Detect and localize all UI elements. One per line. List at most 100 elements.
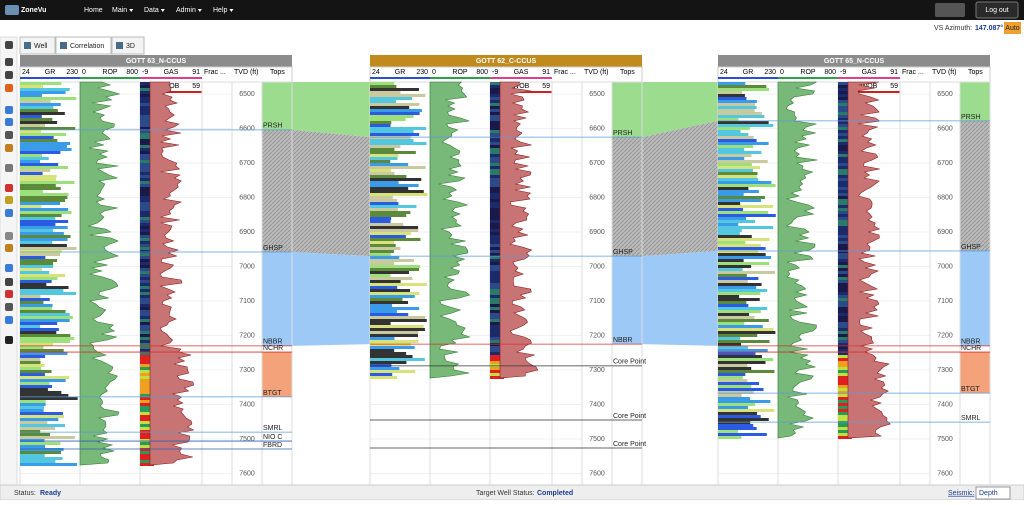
gr-fill	[718, 181, 772, 184]
tool-icon[interactable]	[5, 232, 13, 240]
gas-bg	[490, 127, 504, 130]
gas-bg	[490, 313, 504, 316]
gas-bg	[140, 400, 154, 403]
gr-fill	[718, 196, 766, 199]
gas-bg	[490, 214, 504, 217]
gr-fill	[370, 217, 392, 220]
tool-icon[interactable]	[5, 58, 13, 66]
depth-label: 7400	[937, 401, 953, 408]
tool-icon[interactable]	[5, 316, 13, 324]
tool-icon[interactable]	[5, 71, 13, 79]
menu-item[interactable]: Home	[84, 7, 103, 14]
depth-label: 7600	[239, 470, 255, 477]
tool-icon[interactable]	[5, 278, 13, 286]
gr-fill	[370, 157, 398, 160]
gr-fill	[370, 181, 399, 184]
tool-icon[interactable]	[5, 209, 13, 217]
tool-icon[interactable]	[5, 41, 13, 49]
gr-fill	[370, 268, 420, 271]
menu-item[interactable]: Main	[112, 7, 127, 14]
gr-fill	[20, 319, 70, 322]
tool-icon[interactable]	[5, 244, 13, 252]
gr-fill	[370, 142, 427, 145]
gas-bg	[838, 232, 852, 235]
gas-bg	[140, 109, 154, 112]
gr-fill	[20, 283, 47, 286]
tab-label[interactable]: 3D	[126, 43, 135, 50]
menu-item[interactable]: Admin	[176, 7, 196, 14]
tool-icon[interactable]	[5, 131, 13, 139]
tool-icon[interactable]	[5, 264, 13, 272]
tool-icon[interactable]	[5, 84, 13, 92]
tab-label[interactable]: Well	[34, 43, 48, 50]
gr-fill	[370, 193, 428, 196]
tool-icon[interactable]	[5, 336, 13, 344]
tab[interactable]	[19, 36, 56, 55]
gr-fill	[718, 430, 739, 433]
gr-fill	[718, 322, 745, 325]
depth-label: 6900	[589, 229, 605, 236]
gas-bg	[490, 238, 504, 241]
gas-bg	[140, 163, 154, 166]
gr-fill	[718, 307, 768, 310]
gas-bg	[838, 181, 852, 184]
gas-bg	[490, 163, 504, 166]
auto-badge[interactable]	[1004, 22, 1021, 34]
tab[interactable]	[111, 36, 145, 55]
gas-bg	[490, 157, 504, 160]
gr-fill	[20, 181, 75, 184]
gr-fill	[370, 355, 413, 358]
tool-icon[interactable]	[5, 144, 13, 152]
tab[interactable]	[55, 36, 112, 55]
menu-caret	[197, 9, 202, 12]
tool-icon[interactable]	[5, 184, 13, 192]
menu-item[interactable]: Data	[144, 7, 159, 14]
gr-fill	[20, 295, 41, 298]
gas-bg	[490, 286, 504, 289]
track-max: 800	[476, 69, 488, 76]
auto-label[interactable]: Auto	[1005, 25, 1020, 32]
gr-fill	[20, 316, 73, 319]
seismic-value[interactable]: Depth	[979, 490, 998, 497]
tool-icon[interactable]	[5, 196, 13, 204]
gr-fill	[370, 241, 395, 244]
gas-bg	[490, 292, 504, 295]
gas-bg	[140, 367, 154, 370]
zone-fill	[960, 120, 990, 251]
track-color-strip	[140, 91, 202, 93]
gas-bg	[140, 148, 154, 151]
gr-fill	[370, 130, 414, 133]
seismic-select[interactable]	[975, 486, 1011, 500]
gas-bg	[140, 154, 154, 157]
gas-bg	[140, 82, 154, 85]
tool-icon[interactable]	[5, 106, 13, 114]
tool-icon[interactable]	[5, 118, 13, 126]
frac-header: Frac ...	[204, 69, 226, 76]
gr-fill	[20, 280, 52, 283]
gr-fill	[370, 214, 407, 217]
menu-item[interactable]: Help	[213, 7, 228, 14]
tool-icon[interactable]	[5, 303, 13, 311]
gr-fill	[20, 313, 70, 316]
gr-fill	[718, 91, 743, 94]
depth-label: 6900	[239, 229, 255, 236]
seismic-label[interactable]: Seismic:	[948, 490, 975, 497]
tool-icon[interactable]	[5, 290, 13, 298]
user-button[interactable]	[935, 3, 965, 17]
gr-fill	[718, 187, 749, 190]
gr-fill	[20, 148, 72, 151]
tab-label[interactable]: Correlation	[70, 43, 104, 50]
gas-bg	[490, 115, 504, 118]
logout-button[interactable]	[975, 1, 1019, 19]
gr-fill	[370, 169, 392, 172]
gas-bg	[838, 217, 852, 220]
tool-icon[interactable]	[5, 164, 13, 172]
gr-fill	[20, 172, 43, 175]
gr-fill	[718, 85, 767, 88]
logout-label[interactable]: Log out	[985, 7, 1008, 14]
gas-bg	[140, 355, 154, 358]
gas-bg	[140, 208, 154, 211]
top-label: PRSH	[961, 114, 980, 121]
gas-bg	[838, 418, 852, 421]
well-name: GOTT 63_N-CCUS	[126, 58, 187, 65]
